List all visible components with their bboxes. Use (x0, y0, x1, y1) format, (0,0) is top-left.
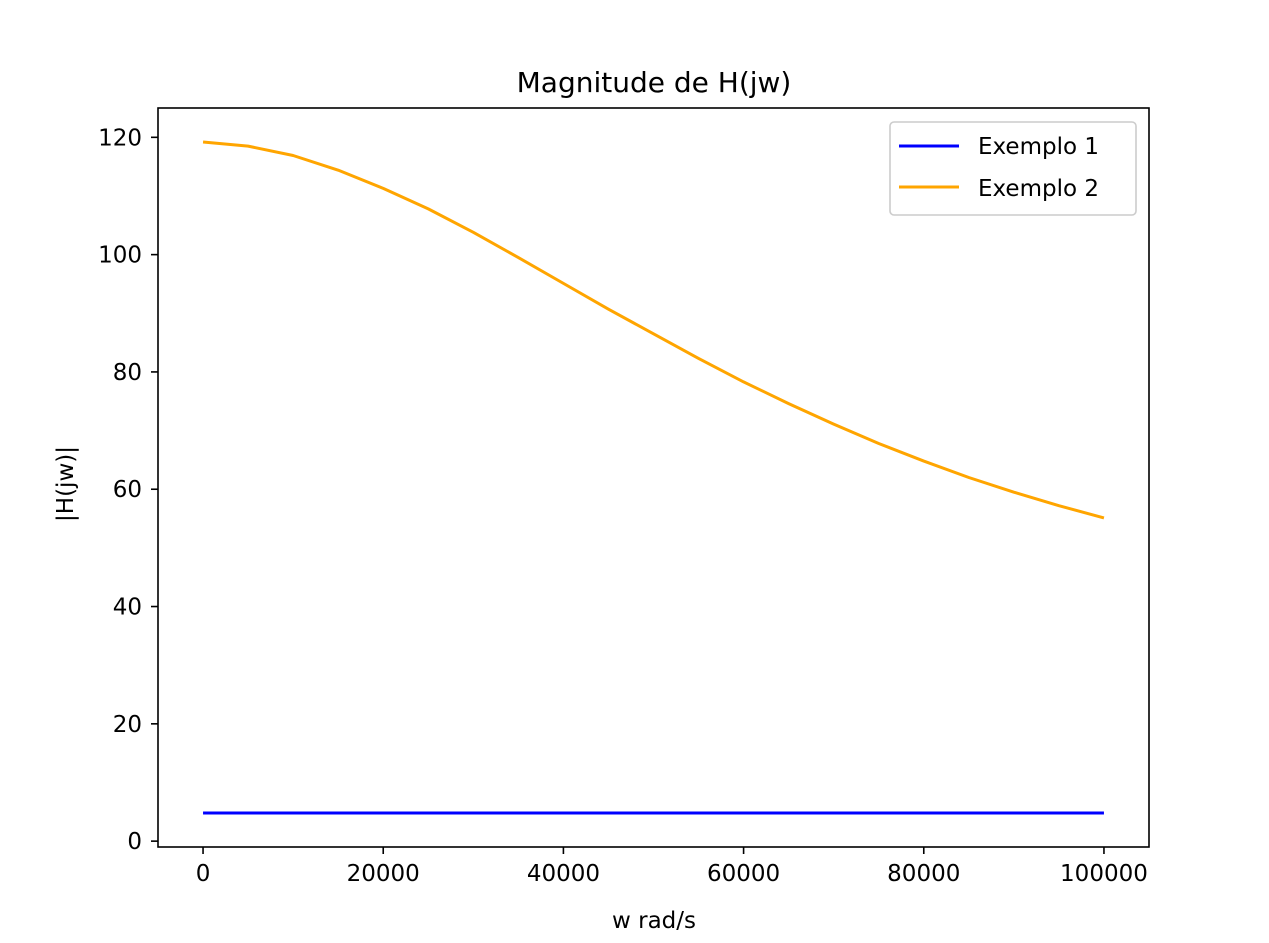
series-layer (202, 140, 1105, 815)
legend-label-exemplo-2: Exemplo 2 (978, 176, 1099, 202)
plot-area-frame (157, 107, 1150, 848)
chart-title: Magnitude de H(jw) (517, 66, 792, 99)
x-tick-label: 20000 (347, 861, 420, 887)
x-tick-label: 100000 (1060, 861, 1148, 887)
legend-label-exemplo-1: Exemplo 1 (978, 134, 1099, 160)
legend: Exemplo 1 Exemplo 2 (889, 121, 1137, 216)
y-tick-label: 100 (98, 243, 142, 269)
y-axis-ticks: 0 20 40 60 80 100 120 (98, 125, 158, 855)
x-axis-ticks: 0 20000 40000 60000 80000 100000 (196, 847, 1148, 887)
x-tick-label: 40000 (527, 861, 600, 887)
y-tick-label: 60 (113, 477, 142, 503)
y-tick-label: 80 (113, 360, 142, 386)
y-tick-label: 120 (98, 125, 142, 151)
x-tick-label: 60000 (707, 861, 780, 887)
y-tick-label: 0 (127, 829, 142, 855)
x-tick-label: 0 (196, 861, 211, 887)
y-tick-label: 40 (113, 595, 142, 621)
series-line-exemplo-2 (202, 140, 1105, 520)
x-tick-label: 80000 (887, 861, 960, 887)
y-tick-label: 20 (113, 712, 142, 738)
y-axis-label: |H(jw)| (53, 446, 79, 522)
x-axis-label: w rad/s (612, 908, 696, 934)
